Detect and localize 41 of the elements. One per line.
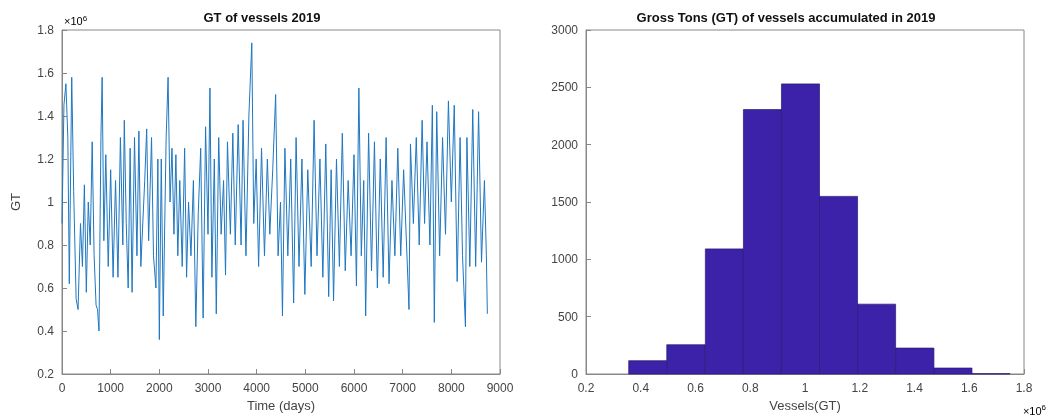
y-tick-label: 0.6 xyxy=(37,281,55,295)
x-tick-label: 9000 xyxy=(486,381,514,395)
x-tick-label: 0.2 xyxy=(577,381,595,395)
x-tick-label: 0 xyxy=(58,381,66,395)
y-tick-label: 1.6 xyxy=(37,66,55,80)
y-tick-label: 1.2 xyxy=(37,152,55,166)
x-tick-label: 0.4 xyxy=(632,381,650,395)
x-tick-label: 1 xyxy=(801,381,809,395)
y-tick-label: 0.8 xyxy=(37,238,55,252)
x-tick-label: 1.6 xyxy=(960,381,978,395)
chart-title: Gross Tons (GT) of vessels accumulated in 2019 xyxy=(636,10,936,25)
x-tick-label: 2000 xyxy=(145,381,173,395)
y-tick-label: 1 xyxy=(47,195,55,209)
x-tick-label: 6000 xyxy=(340,381,368,395)
y-tick-label: 2000 xyxy=(551,137,579,152)
x-tick-label: 1000 xyxy=(97,381,125,395)
x-tick-label: 4000 xyxy=(243,381,271,395)
y-tick-label: 0.2 xyxy=(37,367,55,381)
x-tick-label: 8000 xyxy=(437,381,465,395)
x-tick-label: 1.4 xyxy=(906,381,924,395)
x-tick-label: 7000 xyxy=(389,381,417,395)
y-tick-label: 1.8 xyxy=(37,23,55,37)
x-tick-label: 5000 xyxy=(291,381,319,395)
chart-title: GT of vessels 2019 xyxy=(203,10,321,25)
x-tick-label: 0.6 xyxy=(687,381,705,395)
y-tick-label: 0.4 xyxy=(37,324,55,338)
line-series xyxy=(61,42,488,341)
y-tick-label: 1000 xyxy=(551,252,579,267)
y-tick-label: 500 xyxy=(557,309,579,324)
y-tick-label: 0 xyxy=(571,367,579,381)
y-tick-label: 3000 xyxy=(551,23,579,37)
y-tick-label: 2500 xyxy=(551,80,579,95)
y-tick-label: 1500 xyxy=(551,195,579,209)
x-axis-title: Vessels(GT) xyxy=(769,397,841,413)
x-tick-label: 3000 xyxy=(194,381,222,395)
x-tick-label: 1.8 xyxy=(1015,381,1033,395)
y-axis-title: GT xyxy=(8,192,23,212)
x-tick-label: 0.8 xyxy=(741,381,759,395)
y-tick-label: 1.4 xyxy=(37,109,55,123)
x-tick-label: 1.2 xyxy=(851,381,869,395)
x-axis-title: Time (days) xyxy=(246,397,316,413)
